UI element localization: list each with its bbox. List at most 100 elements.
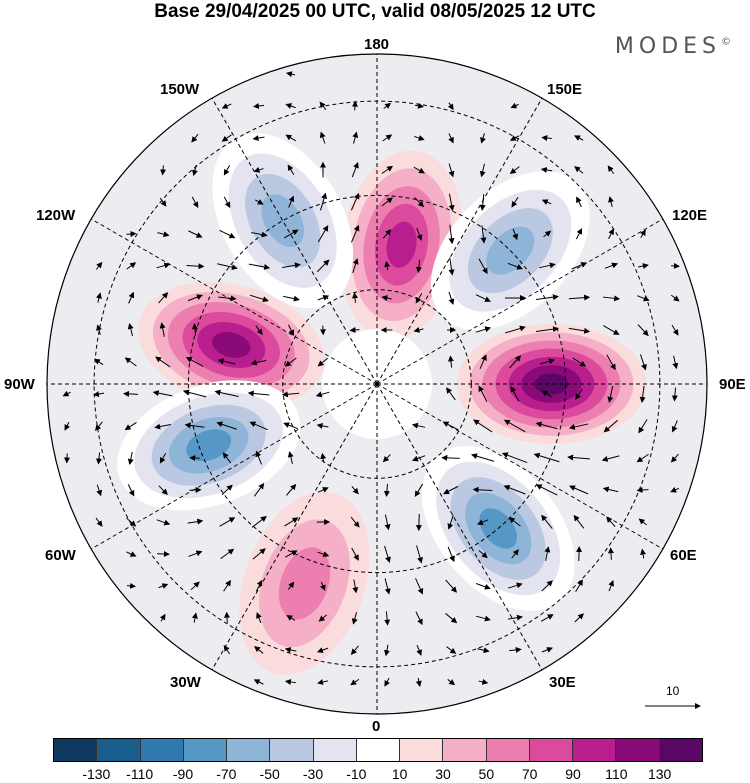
wind-arrow — [413, 326, 424, 333]
wind-arrow — [445, 613, 458, 624]
wind-arrow — [416, 644, 422, 656]
wind-arrow — [447, 546, 455, 563]
colorbar-swatch — [400, 739, 444, 761]
wind-arrow — [351, 161, 359, 178]
wind-arrow — [480, 133, 486, 144]
colorbar — [53, 738, 703, 762]
lon-label-60e: 60E — [670, 547, 697, 564]
wind-arrow — [287, 164, 295, 176]
meridian-line — [90, 383, 378, 550]
wind-arrow — [188, 230, 203, 238]
wind-arrow — [541, 199, 552, 205]
wind-arrow — [539, 358, 555, 365]
wind-arrow — [478, 678, 489, 685]
wind-arrow — [351, 547, 359, 561]
wind-arrow — [251, 231, 268, 238]
wind-arrow — [672, 355, 679, 370]
wind-arrow — [284, 517, 299, 527]
wind-arrow — [503, 484, 526, 495]
wind-arrow — [256, 612, 262, 624]
wind-arrow — [606, 354, 616, 371]
wind-arrow — [352, 131, 359, 144]
lon-label-30w: 30W — [170, 674, 201, 691]
wind-arrow — [384, 545, 391, 563]
wind-arrow — [568, 294, 591, 301]
wind-arrow — [159, 613, 166, 622]
wind-arrow — [250, 359, 267, 366]
wind-arrow — [351, 100, 358, 111]
wind-arrow — [182, 389, 207, 398]
graticule — [47, 54, 707, 714]
colorbar-tick-label: 30 — [435, 766, 451, 782]
wind-arrow — [381, 295, 392, 301]
wind-arrow — [384, 677, 390, 687]
wind-arrow — [608, 579, 614, 592]
wind-arrow — [159, 197, 167, 207]
wind-arrow — [383, 102, 392, 109]
wind-arrow — [478, 550, 488, 559]
colorbar-swatch — [227, 739, 271, 761]
lon-label-0: 0 — [372, 718, 381, 735]
wind-arrow — [447, 515, 454, 530]
wind-arrow — [223, 645, 231, 655]
wind-arrow — [254, 199, 264, 205]
wind-arrow — [95, 517, 103, 527]
wind-arrow — [446, 646, 457, 654]
wind-arrow — [638, 518, 647, 526]
colorbar-tick-label: -10 — [346, 766, 367, 782]
wind-arrow — [413, 166, 426, 174]
wind-arrow — [251, 515, 267, 528]
colorbar-swatch — [529, 739, 574, 761]
wind-arrow — [447, 355, 454, 368]
colorbar-swatch — [443, 739, 487, 761]
wind-arrow — [535, 326, 559, 333]
wind-arrow — [318, 614, 327, 622]
lon-label-120w: 120W — [36, 207, 76, 224]
wind-arrow — [480, 225, 487, 244]
vector-reference-arrow — [645, 703, 701, 709]
wind-arrow — [541, 580, 553, 592]
wind-arrow — [448, 133, 454, 144]
wind-arrow — [447, 679, 456, 686]
wind-arrow — [640, 229, 646, 238]
wind-arrow — [475, 583, 491, 590]
wind-arrow — [319, 581, 326, 591]
vector-reference-label: 10 — [666, 684, 680, 698]
wind-arrow — [384, 260, 391, 271]
wind-arrow — [93, 391, 105, 397]
wind-arrow — [384, 578, 391, 595]
wind-arrow — [126, 582, 137, 589]
wind-arrow — [384, 514, 391, 531]
wind-arrow — [185, 357, 204, 367]
wind-arrow — [512, 228, 518, 241]
wind-arrow — [671, 420, 678, 433]
wind-arrow — [320, 452, 327, 463]
wind-arrow — [415, 677, 422, 687]
wind-arrow — [158, 583, 169, 589]
wind-arrow — [187, 294, 203, 302]
wind-arrow — [249, 421, 268, 431]
wind-arrow — [158, 292, 169, 304]
wind-arrow — [284, 357, 297, 367]
wind-arrow — [316, 259, 330, 273]
wind-arrow — [638, 263, 649, 269]
wind-arrow — [286, 483, 297, 496]
wind-arrow — [221, 134, 232, 142]
ridge-east-atlantic — [239, 491, 370, 675]
wind-arrow — [414, 102, 424, 109]
wind-arrow — [509, 166, 520, 175]
lon-label-90e: 90E — [719, 376, 746, 393]
wind-arrow — [157, 231, 170, 238]
anomaly-contour — [534, 373, 569, 395]
wind-arrow — [255, 579, 263, 592]
colorbar-swatch — [54, 739, 98, 761]
wind-arrow — [160, 165, 167, 176]
wind-arrow — [64, 421, 70, 431]
lon-label-90w: 90W — [4, 376, 35, 393]
wind-arrow — [317, 294, 330, 301]
colorbar-swatch — [356, 739, 401, 761]
wind-arrow — [223, 165, 231, 176]
wind-arrow — [384, 611, 391, 626]
meridian-line — [90, 218, 378, 385]
meridian-line — [376, 218, 664, 385]
